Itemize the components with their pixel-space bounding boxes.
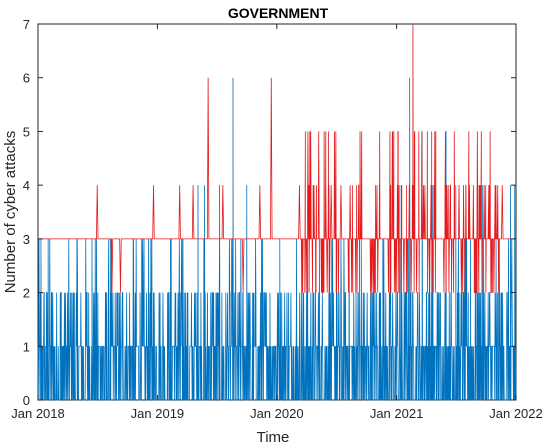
x-tick-label-4: Jan 2022 — [489, 406, 543, 421]
x-axis-label: Time — [257, 429, 290, 446]
series-blue-line — [37, 77, 517, 401]
chart-title: GOVERNMENT — [228, 5, 329, 21]
y-axis-label: Number of cyber attacks — [2, 131, 19, 294]
y-tick-label-3: 3 — [23, 232, 30, 247]
plot-area: 0 1 2 3 4 5 6 7 Jan 2018 Jan 2019 Jan 2020 Jan 2021… — [11, 17, 543, 421]
x-tick-label-0: Jan 2018 — [11, 406, 65, 421]
y-tick-label-5: 5 — [23, 124, 30, 139]
series-red-line — [38, 23, 516, 293]
y-tick-label-2: 2 — [23, 286, 30, 301]
x-tick-label-2: Jan 2020 — [250, 406, 304, 421]
x-tick-label-3: Jan 2021 — [370, 406, 424, 421]
x-tick-label-1: Jan 2019 — [131, 406, 185, 421]
y-tick-label-4: 4 — [23, 178, 30, 193]
y-tick-label-0: 0 — [23, 393, 30, 408]
y-tick-label-6: 6 — [23, 71, 30, 86]
y-tick-label-7: 7 — [23, 17, 30, 32]
y-tick-label-1: 1 — [23, 339, 30, 354]
